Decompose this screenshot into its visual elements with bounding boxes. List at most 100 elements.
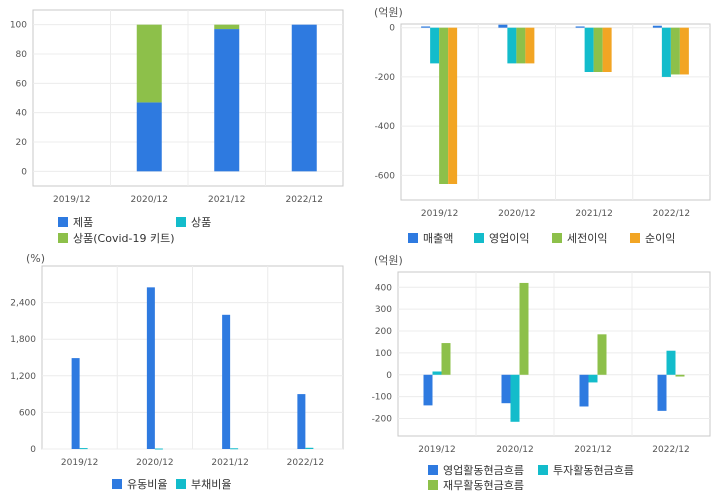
- bar[interactable]: [291, 24, 317, 172]
- bar[interactable]: [666, 350, 676, 375]
- x-tick-label: 2022/12: [287, 458, 324, 468]
- legend-label: 상품(Covid-19 키트): [73, 232, 175, 245]
- x-tick-label: 2022/12: [653, 209, 690, 219]
- y-tick-label: -200: [372, 415, 393, 425]
- bar[interactable]: [214, 29, 240, 172]
- y-tick-label: 600: [19, 408, 36, 418]
- legend-swatch: [630, 233, 640, 243]
- bar[interactable]: [652, 25, 662, 28]
- bar[interactable]: [661, 27, 671, 77]
- bar[interactable]: [498, 24, 508, 28]
- bar[interactable]: [657, 374, 667, 411]
- legend-item-current-ratio[interactable]: 유동비율: [112, 476, 167, 492]
- legend-item-operating-profit[interactable]: 영업이익: [474, 230, 529, 246]
- bar[interactable]: [71, 358, 80, 449]
- y-tick-label: 0: [21, 167, 27, 177]
- x-tick-label: 2022/12: [286, 195, 323, 205]
- legend-item-goods[interactable]: 상품: [176, 214, 211, 230]
- legend-swatch: [58, 233, 68, 243]
- y-tick-label: -200: [375, 73, 396, 83]
- legend-item-pretax-profit[interactable]: 세전이익: [552, 230, 607, 246]
- bar[interactable]: [501, 374, 511, 404]
- chart-cashflow: (억원) 400 300 200 100 0 -100 -200 2019/12 2020/12…: [360, 248, 720, 496]
- y-tick-label: 300: [375, 305, 392, 315]
- legend-swatch: [58, 217, 68, 227]
- y-tick-label: 1,200: [10, 372, 36, 382]
- legend-item-sales[interactable]: 매출액: [408, 230, 453, 246]
- x-tick-label: 2019/12: [421, 209, 458, 219]
- x-tick-label: 2022/12: [652, 445, 689, 455]
- chart-profit: (억원) 0 -200 -400 -600 2019/12 2020/12 2021/12 2…: [360, 0, 720, 248]
- y-tick-label: 80: [16, 50, 28, 60]
- y-tick-label: 200: [375, 327, 392, 337]
- unit-label: (억원): [374, 254, 403, 267]
- y-tick-label: 0: [386, 371, 392, 381]
- legend-swatch: [474, 233, 484, 243]
- y-tick-label: 400: [375, 283, 392, 293]
- x-tick-label: 2021/12: [574, 445, 611, 455]
- bar[interactable]: [679, 27, 689, 75]
- legend-label: 영업이익: [489, 232, 530, 245]
- bar[interactable]: [146, 287, 155, 449]
- legend-item-investing-cf[interactable]: 투자활동현금흐름: [538, 462, 634, 478]
- legend-item-product[interactable]: 제품: [58, 214, 93, 230]
- bar[interactable]: [593, 27, 603, 73]
- legend-label: 재무활동현금흐름: [443, 479, 524, 492]
- bar[interactable]: [297, 394, 306, 449]
- y-tick-label: -100: [372, 393, 393, 403]
- y-tick-label: 100: [375, 349, 392, 359]
- y-tick-label: 20: [16, 138, 28, 148]
- bar[interactable]: [423, 374, 433, 406]
- bar[interactable]: [602, 27, 612, 73]
- bar[interactable]: [584, 27, 594, 73]
- legend-label: 세전이익: [567, 232, 608, 245]
- bar[interactable]: [675, 374, 685, 377]
- legend-label: 부채비율: [191, 478, 232, 491]
- bar[interactable]: [214, 24, 240, 30]
- legend-label: 유동비율: [127, 478, 168, 491]
- bar[interactable]: [519, 282, 529, 375]
- legend-label: 매출액: [423, 232, 454, 245]
- legend-label: 순이익: [645, 232, 676, 245]
- x-tick-label: 2019/12: [418, 445, 455, 455]
- bar[interactable]: [79, 448, 88, 450]
- legend-label: 제품: [73, 216, 94, 229]
- bar[interactable]: [579, 374, 589, 407]
- bar[interactable]: [136, 24, 162, 103]
- bar[interactable]: [441, 343, 451, 375]
- bar[interactable]: [448, 27, 458, 185]
- bar[interactable]: [670, 27, 680, 75]
- bar[interactable]: [439, 27, 449, 185]
- bar[interactable]: [421, 26, 431, 28]
- bar[interactable]: [154, 448, 163, 450]
- legend-swatch: [176, 217, 186, 227]
- x-tick-label: 2019/12: [53, 195, 90, 205]
- bar[interactable]: [305, 447, 314, 449]
- bar[interactable]: [597, 334, 607, 375]
- y-tick-label: 0: [30, 445, 36, 455]
- bar[interactable]: [432, 371, 442, 375]
- chart-ratios: (%) 0 600 1,200 1,800 2,400 2019/12 2020/12 202…: [0, 248, 360, 496]
- x-tick-label: 2021/12: [211, 458, 248, 468]
- bar[interactable]: [230, 448, 239, 450]
- legend-swatch: [408, 233, 418, 243]
- legend-item-debt-ratio[interactable]: 부채비율: [176, 476, 231, 492]
- legend-label: 영업활동현금흐름: [443, 464, 524, 477]
- bar[interactable]: [430, 27, 440, 64]
- legend-swatch: [552, 233, 562, 243]
- bar[interactable]: [588, 374, 598, 383]
- bar[interactable]: [510, 374, 520, 422]
- chart-profit-plot: 0 -200 -400 -600 2019/12 2020/12 2021/12 2022/1…: [375, 23, 711, 219]
- bar[interactable]: [525, 27, 535, 64]
- legend-item-financing-cf[interactable]: 재무활동현금흐름: [428, 477, 524, 493]
- legend-item-net-profit[interactable]: 순이익: [630, 230, 675, 246]
- bar[interactable]: [575, 26, 585, 28]
- legend-item-operating-cf[interactable]: 영업활동현금흐름: [428, 462, 524, 478]
- bar[interactable]: [507, 27, 517, 64]
- legend-label: 투자활동현금흐름: [553, 464, 634, 477]
- chart-product-mix-plot: 0 20 40 60 80 100 2019/12 2020/12 2021/12 2022/12: [10, 9, 344, 205]
- bar[interactable]: [222, 314, 231, 449]
- bar[interactable]: [136, 102, 162, 172]
- bar[interactable]: [516, 27, 526, 64]
- legend-item-covid-kit[interactable]: 상품(Covid-19 키트): [58, 230, 175, 246]
